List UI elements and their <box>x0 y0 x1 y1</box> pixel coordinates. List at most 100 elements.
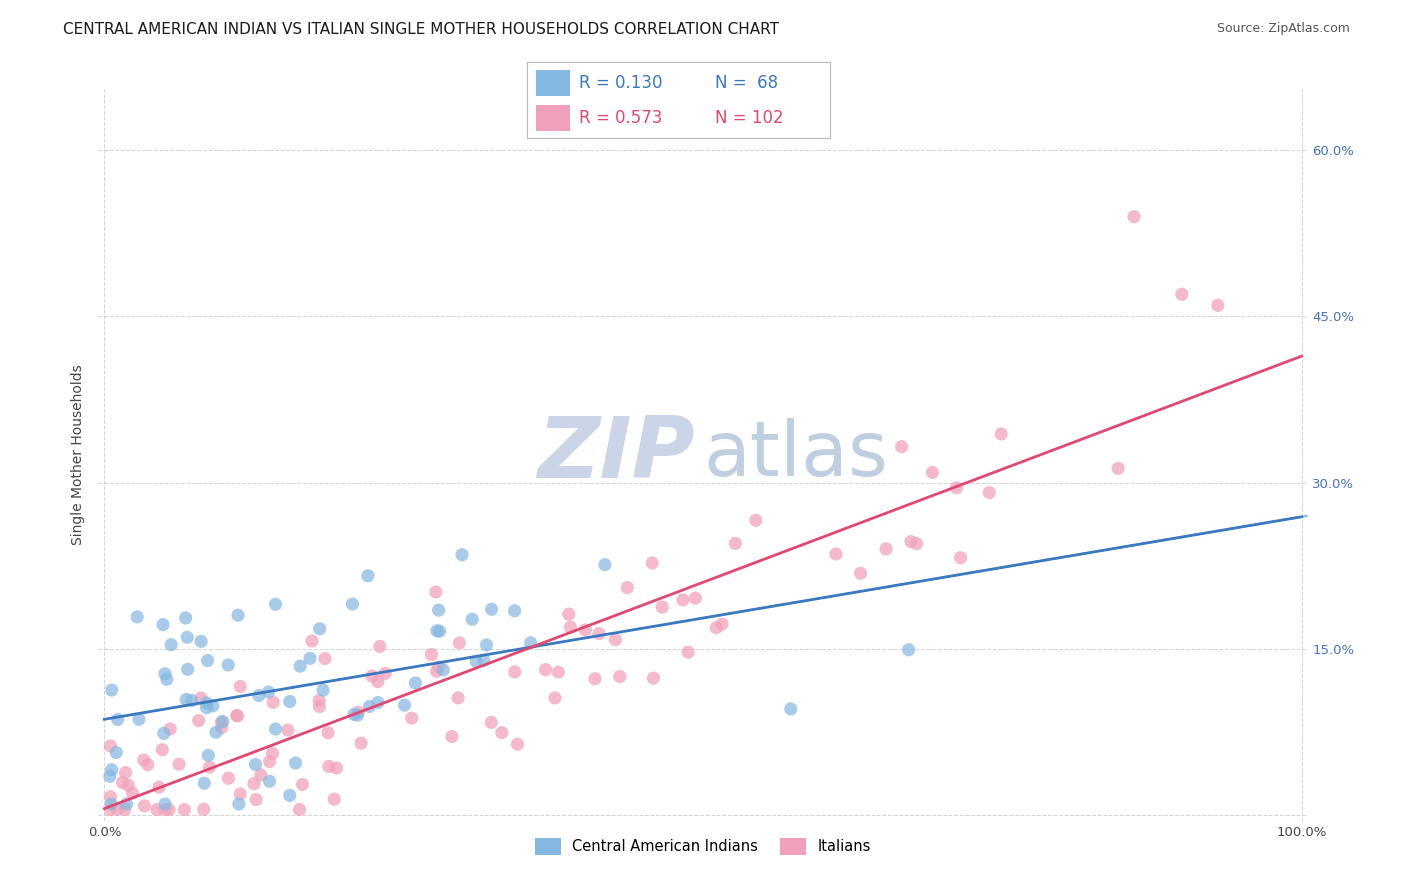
Point <box>547 665 569 680</box>
Point <box>197 748 219 763</box>
Point <box>173 803 195 817</box>
Point <box>465 654 488 668</box>
Point <box>128 712 150 726</box>
Point <box>449 636 471 650</box>
Point <box>100 739 122 753</box>
Point <box>114 803 136 817</box>
Point <box>347 705 370 719</box>
Point <box>312 683 335 698</box>
Point <box>367 696 389 710</box>
Point <box>367 674 389 689</box>
Point <box>229 680 252 694</box>
Point <box>301 634 323 648</box>
Point <box>875 541 897 556</box>
Point <box>153 666 176 681</box>
Text: N =  68: N = 68 <box>714 74 778 92</box>
Point <box>651 600 673 615</box>
Point <box>211 721 233 735</box>
Point <box>187 714 209 728</box>
Point <box>195 696 218 710</box>
Point <box>325 761 347 775</box>
Point <box>1123 210 1146 224</box>
Point <box>114 765 136 780</box>
Point <box>426 624 449 638</box>
Point <box>308 699 330 714</box>
Point <box>225 708 247 723</box>
Point <box>264 722 287 736</box>
Point <box>190 634 212 648</box>
Point <box>176 630 198 644</box>
Point <box>100 763 122 777</box>
Point <box>314 651 336 665</box>
Point <box>167 757 190 772</box>
Point <box>226 709 249 723</box>
Point <box>159 722 181 736</box>
Point <box>609 670 631 684</box>
Point <box>229 787 252 801</box>
Point <box>425 585 447 599</box>
Point <box>277 723 299 738</box>
Point <box>152 617 174 632</box>
Point <box>503 665 526 679</box>
Point <box>121 786 143 800</box>
Point <box>491 725 513 739</box>
Point <box>257 685 280 699</box>
Point <box>262 746 284 760</box>
Point <box>479 715 502 730</box>
Point <box>350 736 373 750</box>
Point <box>226 608 249 623</box>
Point <box>193 802 215 816</box>
Point <box>105 802 128 816</box>
Point <box>897 642 920 657</box>
Point <box>900 534 922 549</box>
Point <box>394 698 416 713</box>
Point <box>288 659 311 673</box>
Point <box>198 760 221 774</box>
Point <box>374 666 396 681</box>
Point <box>156 673 179 687</box>
Point <box>278 694 301 708</box>
Point <box>643 671 665 685</box>
Text: R = 0.573: R = 0.573 <box>579 109 662 127</box>
Point <box>616 581 638 595</box>
Point <box>100 683 122 698</box>
Point <box>245 757 267 772</box>
Point <box>432 663 454 677</box>
Point <box>160 638 183 652</box>
Point <box>195 700 218 714</box>
Point <box>404 676 426 690</box>
Point <box>429 624 451 639</box>
Point <box>308 693 330 707</box>
Point <box>174 611 197 625</box>
Point <box>127 610 149 624</box>
Point <box>105 746 128 760</box>
Point <box>949 550 972 565</box>
Point <box>180 693 202 707</box>
Point <box>641 556 664 570</box>
Point <box>259 774 281 789</box>
Point <box>420 648 443 662</box>
Point <box>1206 298 1229 312</box>
Point <box>825 547 848 561</box>
Point <box>100 789 122 804</box>
Point <box>136 757 159 772</box>
Point <box>519 636 541 650</box>
Point <box>574 623 596 637</box>
Point <box>779 702 801 716</box>
Text: N = 102: N = 102 <box>714 109 783 127</box>
Point <box>475 638 498 652</box>
Point <box>100 803 122 817</box>
Point <box>145 803 167 817</box>
Point <box>461 612 484 626</box>
Point <box>107 713 129 727</box>
Point <box>98 769 121 783</box>
Point <box>262 695 284 709</box>
Point <box>506 737 529 751</box>
Point <box>278 789 301 803</box>
Point <box>247 689 270 703</box>
Point <box>343 707 366 722</box>
Point <box>217 657 239 672</box>
Point <box>228 797 250 811</box>
Point <box>243 777 266 791</box>
Point <box>558 607 581 622</box>
